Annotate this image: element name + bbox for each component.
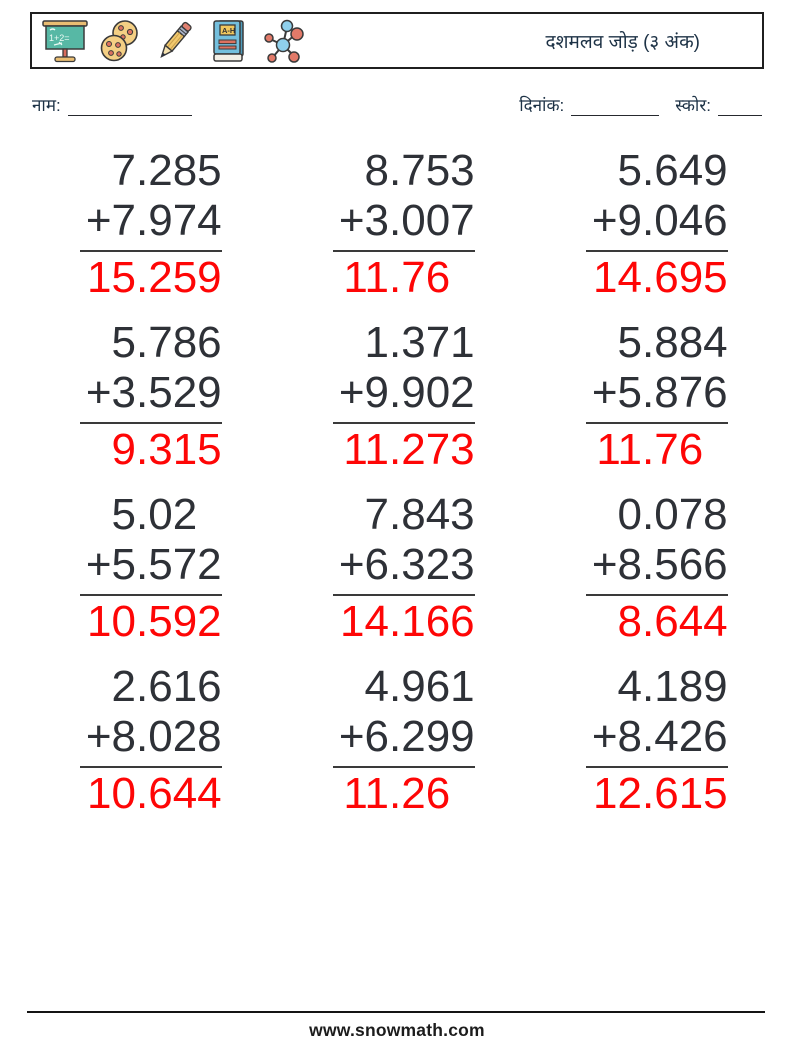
addend-2: +8.028 [85, 712, 222, 761]
addend-2: +6.323 [338, 540, 475, 589]
page-title: दशमलव जोड़ (३ अंक) [545, 31, 700, 53]
answer: 14.695 [593, 253, 728, 302]
answer: 11.76 [343, 253, 451, 302]
addend-2: +9.046 [591, 196, 728, 245]
answer: 15.259 [87, 253, 222, 302]
addend-1: 5.02 [111, 490, 198, 539]
problem: 2.616 +8.028 10.644 [80, 662, 222, 818]
sum-line [80, 250, 222, 252]
sum-line [333, 250, 475, 252]
addend-1: 7.843 [364, 490, 475, 539]
answer: 10.644 [87, 769, 222, 818]
sum-line [80, 594, 222, 596]
molecule-icon [264, 19, 304, 63]
footer-divider [27, 1011, 765, 1013]
answer: 11.273 [343, 425, 475, 474]
sum-line [586, 250, 728, 252]
addend-1: 2.616 [111, 662, 222, 711]
date-blank-line [571, 96, 660, 116]
addend-1: 8.753 [364, 146, 475, 195]
problem: 8.753 +3.007 11.76 [333, 146, 475, 302]
addend-2: +5.572 [85, 540, 222, 589]
problem: 1.371 +9.902 11.273 [333, 318, 475, 474]
sum-line [333, 766, 475, 768]
header-box: 1+2= [30, 12, 764, 69]
addend-2: +3.529 [85, 368, 222, 417]
addend-2: +8.426 [591, 712, 728, 761]
score-field: स्कोर: [675, 93, 762, 116]
svg-text:A-H: A-H [222, 26, 235, 35]
problem: 7.285 +7.974 15.259 [80, 146, 222, 302]
date-field: दिनांक: [519, 93, 660, 116]
pencil-icon [160, 21, 192, 58]
problems-grid: 7.285 +7.974 15.259 8.753 +3.007 11.76 5… [80, 146, 728, 818]
score-label: स्कोर: [675, 96, 711, 115]
addend-2: +3.007 [338, 196, 475, 245]
footer-url: www.snowmath.com [309, 1020, 485, 1040]
name-field: नाम: [32, 93, 192, 116]
addend-1: 5.786 [111, 318, 222, 367]
fields-row: नाम: दिनांक: स्कोर: [32, 93, 762, 116]
answer: 11.76 [596, 425, 704, 474]
addend-2: +5.876 [591, 368, 728, 417]
header-icon-row: 1+2= [32, 18, 308, 64]
date-label: दिनांक: [519, 96, 565, 115]
sum-line [586, 594, 728, 596]
addend-2: +6.299 [338, 712, 475, 761]
answer: 8.644 [617, 597, 728, 646]
svg-text:1+2=: 1+2= [49, 33, 70, 43]
answer: 10.592 [87, 597, 222, 646]
score-blank-line [718, 96, 762, 116]
addend-2: +8.566 [591, 540, 728, 589]
sum-line [80, 766, 222, 768]
addend-1: 0.078 [617, 490, 728, 539]
addend-1: 4.961 [364, 662, 475, 711]
answer: 9.315 [111, 425, 222, 474]
cookies-icon [100, 19, 138, 61]
answer: 14.166 [340, 597, 475, 646]
problem: 5.02 +5.572 10.592 [80, 490, 222, 646]
sum-line [333, 594, 475, 596]
answer: 12.615 [593, 769, 728, 818]
problem: 4.189 +8.426 12.615 [586, 662, 728, 818]
sum-line [586, 422, 728, 424]
addend-1: 5.884 [617, 318, 728, 367]
addend-1: 1.371 [364, 318, 475, 367]
problem: 5.786 +3.529 9.315 [80, 318, 222, 474]
problem: 4.961 +6.299 11.26 [333, 662, 475, 818]
sum-line [586, 766, 728, 768]
answer: 11.26 [343, 769, 451, 818]
problem: 5.884 +5.876 11.76 [586, 318, 728, 474]
addend-1: 4.189 [617, 662, 728, 711]
problem: 5.649 +9.046 14.695 [586, 146, 728, 302]
addend-1: 7.285 [111, 146, 222, 195]
addend-2: +9.902 [338, 368, 475, 417]
addend-1: 5.649 [617, 146, 728, 195]
sum-line [80, 422, 222, 424]
problem: 0.078 +8.566 8.644 [586, 490, 728, 646]
chalkboard-icon: 1+2= [42, 19, 88, 62]
name-blank-line [67, 96, 192, 116]
problem: 7.843 +6.323 14.166 [333, 490, 475, 646]
book-icon: A-H [213, 19, 244, 62]
addend-2: +7.974 [85, 196, 222, 245]
sum-line [333, 422, 475, 424]
name-label: नाम: [32, 96, 61, 115]
